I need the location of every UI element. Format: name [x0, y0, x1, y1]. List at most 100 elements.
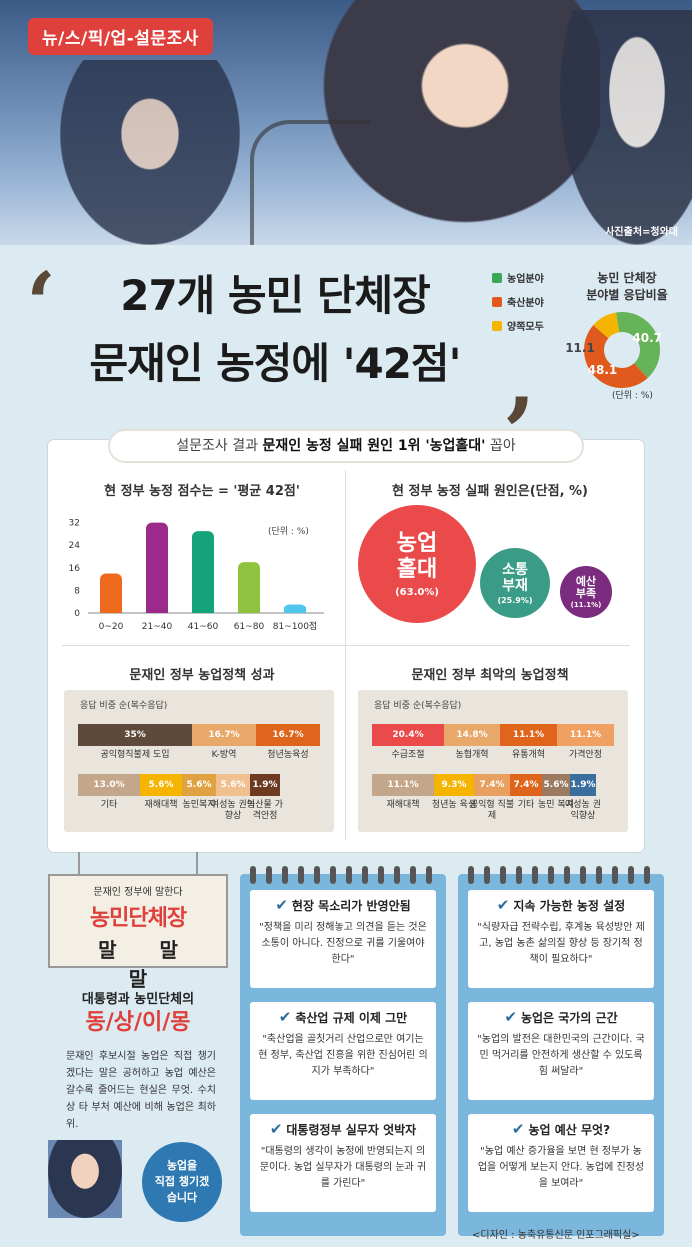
notebook-ring: [426, 866, 432, 884]
policy-label: 여성농 권익향상: [565, 800, 601, 821]
donut-legend: 농업분야 축산분야 양쪽모두: [492, 270, 544, 342]
close-quote-icon: ,: [506, 330, 536, 431]
policy-segment: 5.6%: [140, 774, 182, 796]
score-bar-base: [284, 607, 306, 613]
dream-heading-small: 대통령과 농민단체의: [81, 992, 195, 1007]
hanger-line: [196, 852, 198, 876]
photo-person-left: [60, 60, 240, 245]
worst-title: 문재인 정부 최악의 농업정책: [411, 668, 569, 683]
donut-label: 40.7: [632, 331, 662, 345]
donut-slice: [593, 312, 620, 339]
section-tag: 뉴/스/픽/업-설문조사: [28, 18, 213, 55]
dream-heading: 동/상/이/몽: [85, 1010, 191, 1035]
quote-card-title: ✔ 지속 가능한 농정 설정: [496, 896, 626, 914]
check-icon: ✔: [275, 896, 288, 914]
quote-card: ✔ 축산업 규제 이제 그만 "축산업을 골칫거리 산업으로만 여기는 현 정부, …: [250, 1002, 436, 1100]
notebook-ring: [362, 866, 368, 884]
score-bar-chart: 0 8 16 24 32 0~20 21~40 41~60 61~80 81~100점: [69, 519, 324, 632]
score-bar-base: [146, 607, 168, 613]
score-bar: [100, 573, 122, 613]
speech-bubble: 농업을 직접 챙기겠 습니다: [142, 1142, 222, 1222]
notebook-ring: [410, 866, 416, 884]
score-bar: [146, 522, 168, 613]
survey-banner: 설문조사 결과 문재인 농정 실패 원인 1위 '농업홀대' 꼽아: [108, 429, 584, 463]
policy-segment: 11.1%: [500, 724, 557, 746]
headline-line2: 문재인 농정에 '42점': [89, 339, 462, 388]
quote-card-title: ✔ 농업 예산 무엇?: [511, 1120, 611, 1138]
y-tick-label: 24: [69, 541, 81, 551]
farm-leader-box: 문재인 정부에 말한다 농민단체장 말 말 말: [48, 874, 228, 991]
notebook-ring: [282, 866, 288, 884]
notebook-ring: [612, 866, 618, 884]
score-bar: [238, 562, 260, 613]
notebook-ring: [564, 866, 570, 884]
donut-label: 48.1: [588, 363, 618, 377]
legend-swatch: [492, 296, 502, 307]
policy-segment: 14.8%: [444, 724, 500, 746]
policy-segment: 1.9%: [570, 774, 596, 796]
policy-segment: 16.7%: [256, 724, 320, 746]
donut-title: 농민 단체장 분야별 응답비율: [586, 271, 668, 302]
policy-label: 공익형직불제 도입: [100, 750, 170, 760]
policy-segment: 7.4%: [474, 774, 510, 796]
bubble-budget: 예산 부족 (11.1%): [560, 566, 612, 618]
notebook-ring: [314, 866, 320, 884]
policy-label: 농협개혁: [455, 750, 489, 760]
notebook-right: ✔ 지속 가능한 농정 설정 "식량자급 전략수립, 후계농 육성방안 제고, 농업…: [458, 866, 664, 1236]
policy-label: 여성농 권익향상: [210, 800, 256, 821]
y-tick-label: 0: [74, 609, 80, 619]
notebook-left: ✔ 현장 목소리가 반영안됨 "정책을 미리 정해놓고 의견을 듣는 것은 소통이 …: [240, 866, 446, 1236]
policy-segment: 5.6%: [216, 774, 250, 796]
y-tick-label: 8: [74, 586, 80, 596]
legend-swatch: [492, 272, 502, 283]
donut-slice: [616, 312, 660, 379]
check-icon: ✔: [278, 1008, 292, 1026]
policy-label: 기타: [100, 800, 118, 810]
notebook-ring: [468, 866, 474, 884]
check-icon: ✔: [511, 1120, 525, 1138]
y-tick-label: 16: [69, 564, 81, 574]
bubble-neglect: 농업 홀대 (63.0%): [358, 505, 476, 623]
score-bar: [192, 531, 214, 613]
notebook-ring: [346, 866, 352, 884]
policy-segment: 35%: [78, 724, 192, 746]
notebook-ring: [596, 866, 602, 884]
quote-card: ✔ 농업 예산 무엇? "농업 예산 증가율을 보면 현 정부가 농업을 어떻게 보…: [468, 1114, 654, 1212]
bubble-communication: 소통 부재 (25.9%): [480, 548, 550, 618]
notebook-ring: [580, 866, 586, 884]
notebook-ring: [516, 866, 522, 884]
panel-divider-h: [62, 645, 630, 646]
quote-card: ✔ 현장 목소리가 반영안됨 "정책을 미리 정해놓고 의견을 듣는 것은 소통이 …: [250, 890, 436, 988]
x-tick-label: 61~80: [234, 622, 265, 632]
legend-item-both: 양쪽모두: [492, 318, 544, 333]
policy-label: 재해대책: [144, 800, 178, 810]
quote-card: ✔ 농업은 국가의 근간 "농업의 발전은 대한민국의 근간이다. 국민 먹거리를 …: [468, 1002, 654, 1100]
policy-label: 청년농육성: [267, 750, 309, 760]
quote-card-title: ✔ 농업은 국가의 근간: [504, 1008, 618, 1026]
policy-segment: 5.6%: [182, 774, 216, 796]
notebook-ring: [484, 866, 490, 884]
cause-title: 현 정부 농정 실패 원인은(단점, %): [392, 484, 588, 499]
x-tick-label: 21~40: [142, 622, 173, 632]
notebook-ring: [532, 866, 538, 884]
x-tick-label: 41~60: [188, 622, 219, 632]
legend-swatch: [492, 320, 502, 331]
notebook-ring: [378, 866, 384, 884]
policy-segment: 20.4%: [372, 724, 444, 746]
watermark: 유통스토: [572, 1188, 653, 1213]
notebook-ring: [548, 866, 554, 884]
quote-card-body: "농업 예산 증가율을 보면 현 정부가 농업을 어떻게 보는지 안다. 농업에…: [477, 1146, 645, 1189]
design-credit: <디자인 : 농축유통신문 인포그래픽실>: [472, 1230, 640, 1241]
legend-item-livestock: 축산분야: [492, 294, 544, 309]
policy-segment: 11.1%: [372, 774, 434, 796]
headline-line1: 27개 농민 단체장: [120, 271, 431, 320]
y-tick-label: 32: [69, 519, 80, 529]
notebook-ring: [628, 866, 634, 884]
donut-unit: (단위 : %): [612, 391, 653, 401]
score-chart-unit: (단위 : %): [268, 527, 309, 537]
donut-label: 11.1: [566, 341, 595, 355]
x-tick-label: 0~20: [99, 622, 124, 632]
check-icon: ✔: [496, 896, 510, 914]
hanger-line: [78, 852, 80, 876]
score-chart-title: 현 정부 농정 점수는 = '평균 42점': [104, 484, 300, 499]
